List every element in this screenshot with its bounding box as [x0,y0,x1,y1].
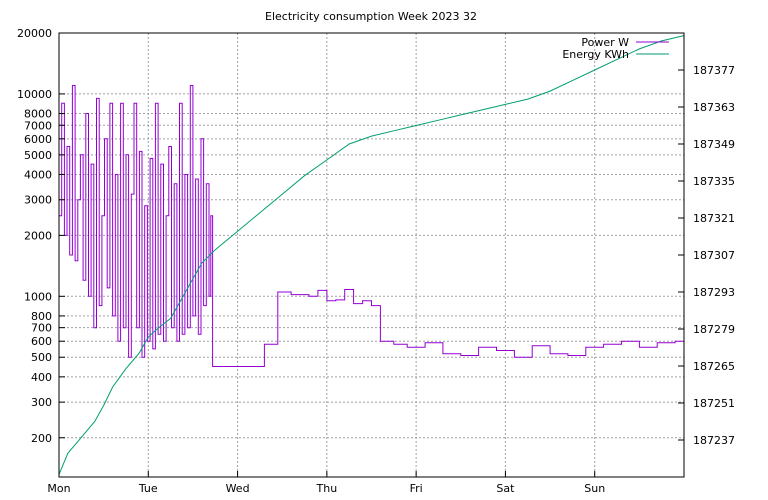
x-tick-label: Thu [316,482,338,495]
y-right-tick-label: 187335 [693,175,735,188]
y-left-tick-label: 2000 [24,229,52,242]
y-left-tick-label: 8000 [24,108,52,121]
y-right-tick-label: 187293 [693,286,735,299]
y-left-tick-label: 20000 [17,27,52,40]
y-left-tick-label: 5000 [24,149,52,162]
y-left-tick-label: 3000 [24,194,52,207]
y-left-tick-label: 700 [31,322,52,335]
x-tick-label: Fri [410,482,423,495]
y-right-tick-label: 187321 [693,212,735,225]
y-left-tick-label: 6000 [24,133,52,146]
y-left-tick-label: 10000 [17,88,52,101]
legend-label: Energy KWh [562,48,629,61]
y-right-tick-label: 187279 [693,323,735,336]
series-line-1 [58,35,685,475]
chart-title: Electricity consumption Week 2023 32 [265,10,477,23]
y-left-tick-label: 7000 [24,119,52,132]
y-left-tick-label: 4000 [24,168,52,181]
x-tick-label: Wed [226,482,250,495]
y-left-tick-label: 400 [31,371,52,384]
legend-label: Power W [581,36,629,49]
y-left-tick-label: 300 [31,396,52,409]
x-tick-label: Mon [47,482,70,495]
y-right-tick-label: 187349 [693,138,735,151]
y-left-tick-label: 200 [31,432,52,445]
y-left-tick-label: 1000 [24,290,52,303]
y-right-tick-label: 187265 [693,360,735,373]
y-right-tick-label: 187251 [693,397,735,410]
y-right-tick-label: 187363 [693,101,735,114]
x-tick-label: Sat [496,482,515,495]
x-tick-label: Sun [584,482,605,495]
y-right-tick-label: 187377 [693,64,735,77]
plot-area [58,35,685,475]
y-left-tick-label: 800 [31,310,52,323]
series-line-0 [59,85,685,367]
x-tick-label: Tue [138,482,158,495]
y-left-tick-label: 500 [31,351,52,364]
y-left-tick-label: 600 [31,335,52,348]
y-right-tick-label: 187307 [693,249,735,262]
y-right-tick-label: 187237 [693,434,735,447]
